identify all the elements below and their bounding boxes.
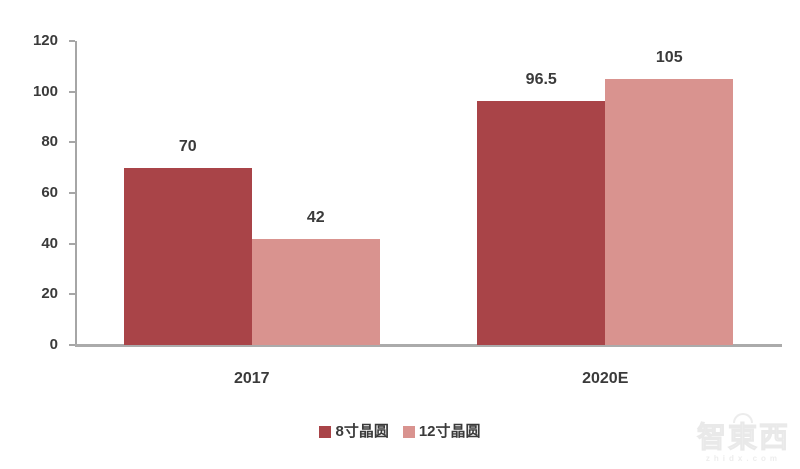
y-tick-label: 0 — [49, 336, 58, 353]
y-tick-label: 60 — [41, 184, 58, 201]
category-label: 2020E — [582, 370, 629, 387]
watermark-domain: zhidx.com — [705, 454, 782, 463]
bar-value-label: 96.5 — [525, 70, 557, 88]
y-tick-mark — [69, 242, 75, 245]
legend-swatch — [402, 426, 415, 438]
legend-swatch — [319, 426, 332, 438]
legend-item: 8寸晶圆 — [319, 423, 389, 440]
legend: 8寸晶圆 12寸晶圆 — [0, 424, 800, 440]
bar-series-1 — [123, 167, 252, 345]
y-tick-label: 100 — [32, 82, 58, 100]
y-tick-mark — [69, 40, 75, 42]
y-tick-mark — [69, 293, 75, 296]
legend-label: 8寸晶圆 — [335, 423, 389, 440]
y-tick-mark — [69, 90, 75, 93]
y-tick-label: 80 — [41, 133, 58, 151]
bar-value-label: 70 — [178, 137, 197, 155]
y-tick-label: 120 — [32, 32, 58, 49]
y-tick-label: 20 — [41, 285, 58, 303]
y-axis-line — [75, 41, 77, 346]
bar-series-1 — [477, 100, 606, 345]
y-tick-mark — [69, 344, 75, 346]
y-tick-mark — [69, 141, 75, 144]
bar-series-2 — [605, 79, 734, 345]
bar-value-label: 42 — [306, 208, 325, 226]
bar-value-label: 105 — [655, 49, 683, 66]
legend-label: 12寸晶圆 — [418, 423, 481, 440]
x-axis-line — [75, 344, 782, 347]
watermark-logo: 智東西 zhidx.com — [696, 413, 790, 463]
y-tick-mark — [69, 192, 75, 194]
watermark-text: 智東西 — [696, 422, 790, 454]
legend-item: 12寸晶圆 — [402, 423, 481, 440]
y-tick-label: 40 — [41, 234, 58, 252]
category-label: 2017 — [233, 370, 270, 387]
bar-series-2 — [251, 238, 380, 345]
